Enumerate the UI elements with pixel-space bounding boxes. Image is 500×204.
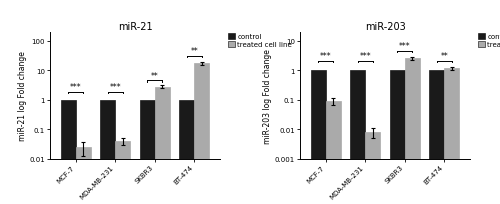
Text: **: ** — [151, 71, 158, 80]
Bar — [100, 100, 115, 204]
Bar — [310, 71, 326, 204]
Legend: control, treated cell line: control, treated cell line — [477, 34, 500, 49]
Bar — [326, 102, 340, 204]
Bar — [155, 87, 170, 204]
Bar — [365, 133, 380, 204]
Title: miR-21: miR-21 — [118, 22, 152, 32]
Title: miR-203: miR-203 — [364, 22, 406, 32]
Bar — [60, 100, 76, 204]
Bar — [115, 141, 130, 204]
Bar — [180, 100, 194, 204]
Y-axis label: miR-21 log Fold change: miR-21 log Fold change — [18, 51, 26, 141]
Legend: control, treated cell line: control, treated cell line — [227, 34, 292, 49]
Bar — [194, 64, 210, 204]
Bar — [76, 147, 90, 204]
Text: ***: *** — [110, 83, 121, 92]
Text: ***: *** — [399, 42, 410, 51]
Bar — [390, 71, 405, 204]
Text: ***: *** — [70, 83, 82, 92]
Text: **: ** — [440, 52, 448, 61]
Bar — [140, 100, 155, 204]
Bar — [444, 69, 460, 204]
Bar — [430, 71, 444, 204]
Bar — [350, 71, 365, 204]
Text: ***: *** — [360, 52, 371, 61]
Y-axis label: miR-203 log Fold change: miR-203 log Fold change — [263, 49, 272, 143]
Text: **: ** — [190, 47, 198, 56]
Text: ***: *** — [320, 52, 332, 61]
Bar — [405, 59, 419, 204]
